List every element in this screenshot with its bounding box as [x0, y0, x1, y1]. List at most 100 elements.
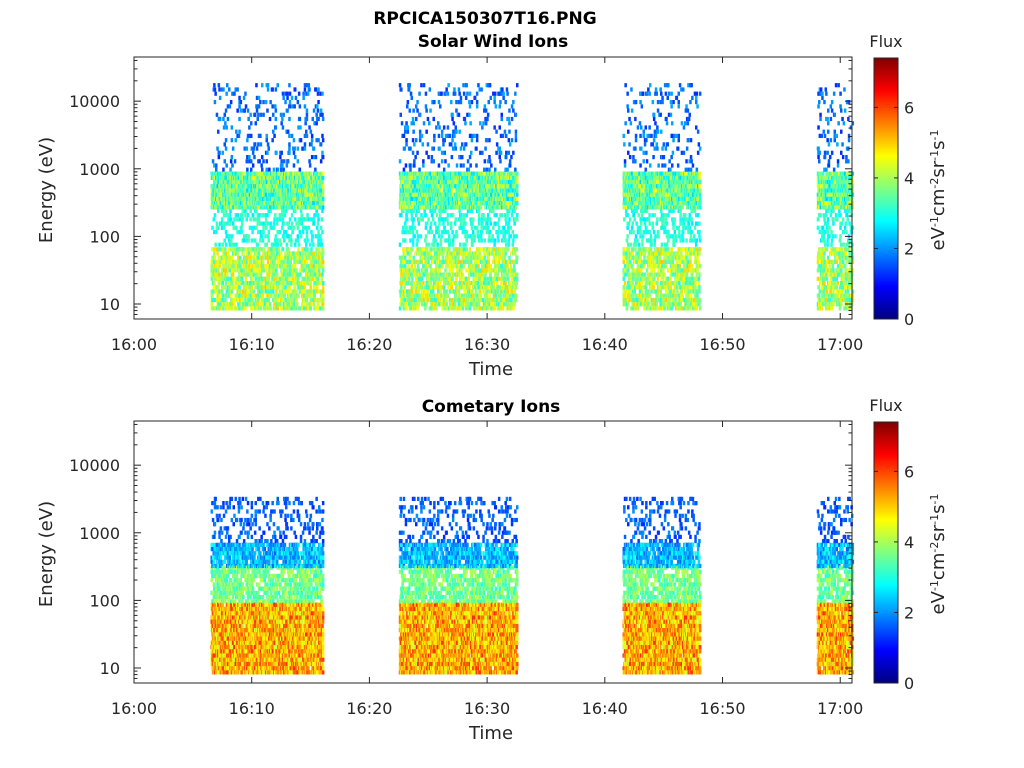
spectrogram-cell	[215, 184, 218, 189]
spectrogram-cell	[235, 205, 238, 210]
spectrogram-cell	[477, 302, 481, 307]
spectrogram-cell	[440, 302, 443, 307]
spectrogram-cell	[236, 87, 239, 92]
spectrogram-cell	[311, 276, 314, 281]
spectrogram-cell	[439, 205, 443, 210]
spectrogram-cell	[293, 146, 296, 151]
spectrogram-cell	[270, 289, 273, 294]
spectrogram-cell	[272, 259, 275, 264]
spectrogram-cell	[437, 201, 441, 206]
spectrogram-cell	[412, 234, 415, 239]
spectrogram-cell	[275, 272, 279, 277]
spectrogram-cell	[247, 116, 250, 122]
spectrogram-cell	[457, 255, 460, 260]
spectrogram-cell	[271, 87, 274, 92]
spectrogram-cell	[279, 192, 282, 197]
spectrogram-cell	[274, 234, 278, 239]
spectrogram-cell	[461, 251, 464, 256]
spectrogram-cell	[431, 302, 434, 307]
spectrogram-cell	[465, 196, 468, 201]
spectrogram-cell	[409, 230, 412, 235]
spectrogram-cell	[316, 234, 320, 239]
spectrogram-cell	[412, 188, 415, 193]
spectrogram-cell	[319, 112, 322, 117]
spectrogram-cell	[400, 255, 404, 260]
spectrogram-cell	[321, 196, 325, 201]
spectrogram-cell	[305, 133, 309, 138]
spectrogram-cell	[402, 293, 406, 298]
spectrogram-cell	[433, 179, 436, 185]
spectrogram-cell	[223, 264, 226, 269]
spectrogram-cell	[449, 251, 452, 256]
spectrogram-cell	[279, 175, 283, 180]
spectrogram-cell	[231, 234, 234, 239]
spectrogram-cell	[306, 171, 309, 176]
spectrogram-cell	[439, 184, 443, 189]
spectrogram-cell	[251, 163, 255, 168]
spectrogram-cell	[221, 293, 224, 298]
spectrogram-cell	[305, 297, 309, 303]
spectrogram-cell	[292, 146, 295, 151]
spectrogram-cell	[294, 306, 298, 311]
spectrogram-cell	[440, 150, 444, 155]
spectrogram-cell	[255, 264, 258, 269]
spectrogram-cell	[278, 251, 281, 256]
spectrogram-cell	[422, 264, 426, 269]
spectrogram-cell	[251, 276, 254, 281]
spectrogram-cell	[446, 213, 450, 218]
spectrogram-cell	[435, 276, 439, 281]
spectrogram-cell	[217, 293, 220, 298]
spectrogram-cell	[252, 146, 256, 151]
spectrogram-cell	[255, 146, 259, 151]
spectrogram-cell	[257, 247, 260, 252]
spectrogram-cell	[470, 293, 474, 298]
spectrogram-cell	[438, 302, 441, 307]
spectrogram-cell	[401, 297, 404, 303]
spectrogram-cell	[255, 104, 258, 109]
spectrogram-cell	[417, 285, 421, 290]
spectrogram-cell	[444, 297, 448, 303]
spectrogram-cell	[423, 171, 426, 176]
spectrogram-cell	[285, 192, 289, 197]
spectrogram-cell	[317, 247, 320, 252]
spectrogram-cell	[444, 268, 447, 273]
spectrogram-cell	[400, 213, 403, 218]
spectrogram-cell	[319, 306, 322, 311]
spectrogram-cell	[453, 175, 456, 180]
spectrogram-cell	[409, 167, 412, 172]
spectrogram-cell	[233, 159, 237, 164]
spectrogram-cell	[261, 268, 264, 273]
spectrogram-cell	[223, 201, 226, 206]
spectrogram-cell	[438, 268, 441, 273]
spectrogram-cell	[220, 302, 223, 307]
spectrogram-cell	[265, 251, 268, 256]
spectrogram-cell	[248, 251, 251, 256]
spectrogram-cell	[310, 138, 314, 143]
spectrogram-cell	[411, 221, 415, 226]
spectrogram-cell	[274, 276, 277, 281]
spectrogram-cell	[449, 306, 452, 311]
spectrogram-cell	[280, 306, 283, 311]
spectrogram-cell	[287, 234, 290, 239]
spectrogram-cell	[226, 116, 230, 122]
spectrogram-cell	[226, 272, 229, 277]
spectrogram-cell	[296, 171, 299, 176]
spectrogram-cell	[401, 272, 404, 277]
spectrogram-cell	[409, 91, 413, 96]
spectrogram-cell	[231, 281, 234, 286]
spectrogram-cell	[316, 276, 320, 281]
spectrogram-cell	[294, 264, 297, 269]
spectrogram-cell	[422, 289, 426, 294]
spectrogram-cell	[286, 268, 289, 273]
figure-title: RPCICA150307T16.PNG	[373, 9, 596, 29]
spectrogram-cell	[218, 201, 221, 206]
spectrogram-cell	[217, 268, 220, 273]
spectrogram-cell	[425, 272, 428, 277]
spectrogram-cell	[286, 91, 289, 96]
spectrogram-cell	[234, 281, 237, 286]
spectrogram-cell	[213, 163, 216, 168]
spectrogram-cell	[451, 276, 454, 281]
spectrogram-cell	[418, 167, 421, 172]
spectrogram-cell	[448, 289, 452, 294]
spectrogram-cell	[316, 289, 320, 294]
